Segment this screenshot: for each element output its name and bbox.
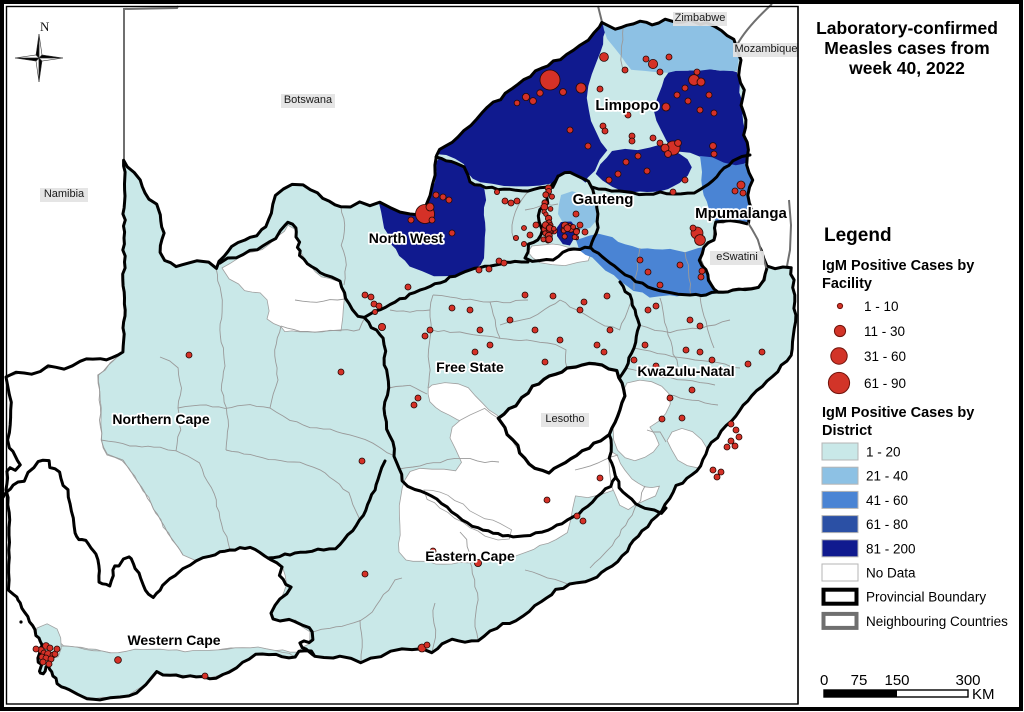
svg-text:21 - 40: 21 - 40 — [866, 469, 908, 484]
svg-text:1 - 10: 1 - 10 — [864, 299, 899, 314]
svg-text:No Data: No Data — [866, 566, 916, 581]
svg-text:Mpumalanga: Mpumalanga — [695, 205, 787, 222]
svg-text:Legend: Legend — [824, 225, 892, 246]
svg-text:IgM Positive Cases by: IgM Positive Cases by — [822, 405, 974, 421]
svg-text:300: 300 — [955, 672, 980, 689]
svg-text:31 - 60: 31 - 60 — [864, 349, 906, 364]
svg-text:Gauteng: Gauteng — [573, 191, 634, 208]
svg-text:Free State: Free State — [436, 359, 504, 375]
svg-text:0: 0 — [820, 672, 828, 689]
svg-text:Facility: Facility — [822, 276, 872, 292]
svg-text:North West: North West — [369, 230, 444, 246]
svg-text:Mozambique: Mozambique — [735, 43, 798, 55]
svg-text:1 - 20: 1 - 20 — [866, 445, 901, 460]
svg-text:41 - 60: 41 - 60 — [866, 493, 908, 508]
svg-text:150: 150 — [884, 672, 909, 689]
svg-text:11 - 30: 11 - 30 — [864, 324, 905, 339]
svg-text:Botswana: Botswana — [284, 94, 333, 106]
svg-text:IgM Positive Cases by: IgM Positive Cases by — [822, 258, 974, 274]
svg-text:Laboratory-confirmed: Laboratory-confirmed — [816, 18, 998, 38]
svg-text:81 - 200: 81 - 200 — [866, 541, 916, 556]
svg-text:Zimbabwe: Zimbabwe — [675, 12, 726, 24]
svg-text:KM: KM — [972, 686, 995, 703]
svg-text:week 40, 2022: week 40, 2022 — [848, 58, 965, 78]
svg-text:75: 75 — [851, 672, 868, 689]
svg-text:Limpopo: Limpopo — [595, 97, 658, 114]
svg-text:Neighbouring Countries: Neighbouring Countries — [866, 614, 1008, 629]
svg-text:61 - 80: 61 - 80 — [866, 517, 908, 532]
svg-text:Namibia: Namibia — [44, 188, 85, 200]
svg-text:District: District — [822, 423, 872, 439]
svg-text:Northern Cape: Northern Cape — [112, 411, 209, 427]
svg-text:N: N — [40, 19, 50, 34]
svg-text:Provincial Boundary: Provincial Boundary — [866, 590, 986, 605]
svg-text:Lesotho: Lesotho — [545, 413, 584, 425]
svg-text:61 - 90: 61 - 90 — [864, 376, 906, 391]
svg-text:eSwatini: eSwatini — [716, 251, 758, 263]
svg-text:Eastern Cape: Eastern Cape — [425, 548, 515, 564]
svg-text:Measles cases from: Measles cases from — [824, 38, 989, 58]
svg-text:Western Cape: Western Cape — [127, 632, 220, 648]
svg-text:KwaZulu-Natal: KwaZulu-Natal — [637, 363, 734, 379]
